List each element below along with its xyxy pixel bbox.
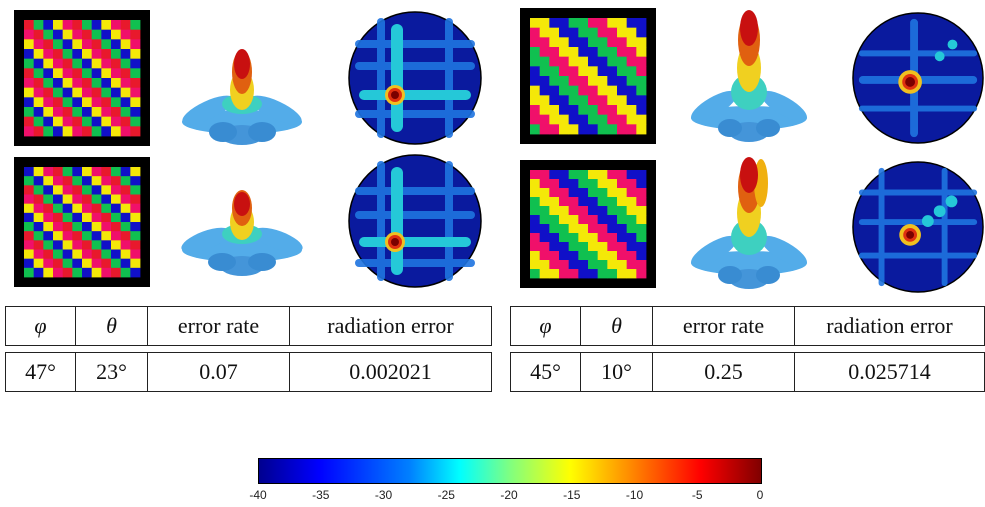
colorbar (258, 458, 762, 484)
colorbar-tick-label: -40 (249, 488, 267, 502)
farfield-map-right-bottom (852, 161, 984, 293)
farfield-map-right-top (852, 12, 984, 144)
results-table-right: φ θ error rate radiation error 45° 10° 0… (510, 306, 985, 392)
radiation-3d-left-top (182, 49, 302, 145)
radiation-3d-left-bottom (181, 190, 303, 276)
header-phi: φ (5, 306, 76, 346)
header-error-rate: error rate (652, 306, 795, 346)
value-radiation-error: 0.025714 (794, 352, 985, 392)
colorbar-tick-label: -15 (563, 488, 581, 502)
value-error-rate: 0.25 (652, 352, 795, 392)
colorbar-tick-label: -5 (691, 488, 703, 502)
header-theta: θ (580, 306, 653, 346)
header-phi: φ (510, 306, 581, 346)
value-phi: 47° (5, 352, 76, 392)
colorbar-tick-label: 0 (756, 488, 764, 502)
value-error-rate: 0.07 (147, 352, 290, 392)
table-header-row: φ θ error rate radiation error (5, 306, 492, 346)
results-table-left: φ θ error rate radiation error 47° 23° 0… (5, 306, 492, 392)
table-row: 47° 23° 0.07 0.002021 (5, 352, 492, 392)
header-radiation-error: radiation error (794, 306, 985, 346)
radiation-3d-right-bottom (691, 157, 807, 289)
value-phi: 45° (510, 352, 581, 392)
table-row: 45° 10° 0.25 0.025714 (510, 352, 985, 392)
phase-pattern-left-top (14, 10, 150, 146)
colorbar-tick-label: -25 (437, 488, 455, 502)
farfield-map-left-bottom (348, 154, 482, 288)
header-theta: θ (75, 306, 148, 346)
table-header-row: φ θ error rate radiation error (510, 306, 985, 346)
radiation-3d-right-top (691, 10, 807, 142)
phase-pattern-right-bottom (520, 160, 656, 288)
colorbar-tick-label: -20 (500, 488, 518, 502)
value-theta: 10° (580, 352, 653, 392)
colorbar-tick-label: -35 (312, 488, 330, 502)
colorbar-tick-label: -30 (374, 488, 393, 502)
value-radiation-error: 0.002021 (289, 352, 492, 392)
header-error-rate: error rate (147, 306, 290, 346)
header-radiation-error: radiation error (289, 306, 492, 346)
colorbar-tick-label: -10 (625, 488, 644, 502)
farfield-map-left-top (348, 11, 482, 145)
phase-pattern-left-bottom (14, 157, 150, 287)
phase-pattern-right-top (520, 8, 656, 144)
value-theta: 23° (75, 352, 148, 392)
